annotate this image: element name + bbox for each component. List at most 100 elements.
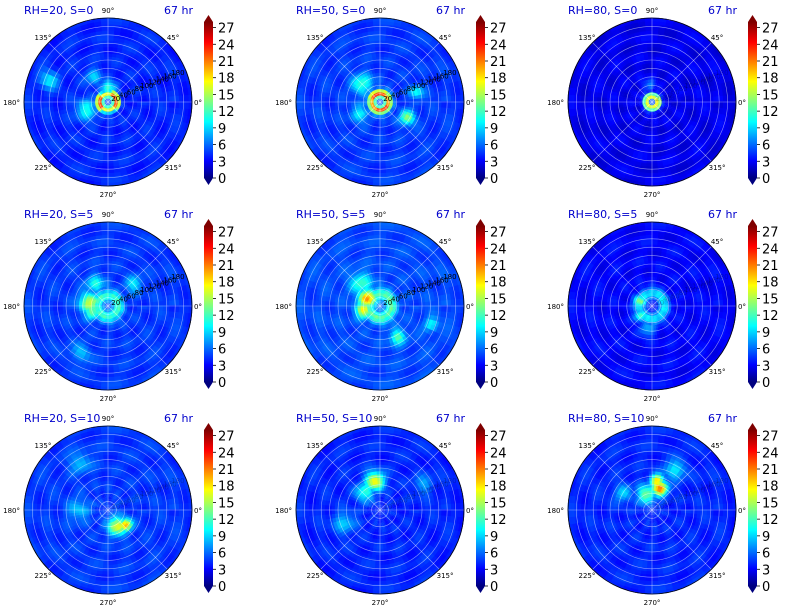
heatmap-cell — [72, 95, 77, 100]
colorbar-tick-label: 24 — [490, 38, 507, 53]
heatmap-cell — [120, 102, 125, 105]
heatmap-cell — [135, 109, 140, 114]
radial-tick-label: 180 — [171, 69, 184, 77]
heatmap-cell — [108, 121, 111, 126]
heatmap-cell — [105, 104, 107, 109]
heatmap-cell — [76, 90, 81, 95]
heatmap-cell — [114, 87, 118, 92]
heatmap-cell — [115, 107, 119, 111]
heatmap-cell — [85, 107, 90, 111]
heatmap-cell — [96, 106, 101, 110]
heatmap-cell — [113, 66, 118, 71]
heatmap-cell — [96, 111, 100, 115]
heatmap-cell — [91, 99, 96, 102]
heatmap-cell — [110, 69, 114, 74]
heatmap-cell — [104, 104, 107, 108]
heatmap-cell — [107, 62, 112, 67]
heatmap-cell — [113, 109, 117, 113]
colorbar-max-extend — [204, 15, 213, 22]
heatmap-cell — [97, 136, 103, 141]
heatmap-cell — [108, 134, 112, 138]
heatmap-cell — [102, 86, 105, 90]
heatmap-cell — [108, 137, 112, 142]
heatmap-cell — [117, 97, 121, 100]
heatmap-cell — [116, 106, 121, 109]
heatmap-cell — [68, 98, 73, 103]
heatmap-cell — [110, 89, 113, 93]
heatmap-cell — [101, 113, 104, 118]
heatmap-cell — [142, 91, 147, 96]
colorbar-tick-label: 21 — [218, 55, 235, 70]
angle-tick-label: 225° — [35, 164, 52, 172]
heatmap-cell — [126, 105, 131, 108]
heatmap-cell — [97, 108, 102, 112]
heatmap-cell — [106, 105, 108, 109]
heatmap-cell — [113, 63, 119, 68]
polar-panel-2: RH=50, S=0 67 hr204060801001201401601800°… — [275, 4, 506, 199]
heatmap-cell — [98, 133, 103, 138]
heatmap-cell — [110, 97, 114, 101]
heatmap-cell — [101, 133, 106, 138]
heatmap-cell — [110, 127, 114, 132]
colorbar-tick-label: 6 — [490, 139, 498, 154]
heatmap-cell — [78, 99, 83, 103]
heatmap-cell — [108, 95, 110, 99]
colorbar-tick-label: 9 — [490, 122, 498, 137]
heatmap-cell — [104, 100, 108, 102]
heatmap-cell — [108, 88, 111, 93]
colorbar-tick-label: 24 — [218, 38, 235, 53]
heatmap-cell — [95, 96, 100, 99]
polar-grid — [295, 17, 465, 187]
angle-tick-label: 315° — [437, 164, 454, 172]
heatmap-cell — [96, 89, 100, 93]
heatmap-cell — [98, 108, 102, 113]
heatmap-cell — [110, 133, 115, 138]
heatmap-cell — [117, 102, 122, 105]
heatmap-cell — [101, 69, 106, 74]
heatmap-cell — [109, 104, 111, 109]
panel-title-right: 67 hr — [436, 4, 465, 17]
heatmap-cell — [109, 111, 112, 116]
heatmap-cell — [101, 110, 104, 115]
heatmap-cell — [78, 96, 83, 101]
heatmap-cell — [101, 102, 105, 104]
heatmap-cell — [102, 98, 106, 101]
heatmap-cell — [114, 136, 119, 141]
heatmap-cell — [78, 104, 83, 108]
heatmap-cell — [110, 59, 116, 64]
heatmap-cell — [103, 111, 106, 115]
colorbar-tick-label: 18 — [218, 72, 235, 87]
heatmap-cell — [115, 93, 119, 97]
heatmap-cell — [114, 108, 118, 113]
heatmap-cell — [116, 95, 121, 98]
heatmap-cell — [112, 110, 115, 115]
heatmap-cell — [114, 119, 118, 124]
heatmap-cell — [102, 72, 106, 77]
heatmap-cell — [102, 130, 106, 135]
heatmap-cell — [132, 106, 138, 110]
heatmap-cell — [106, 95, 108, 99]
heatmap-cell — [105, 78, 108, 83]
heatmap-cell — [98, 119, 102, 124]
heatmap-cell — [108, 105, 110, 109]
heatmap-cell — [120, 97, 125, 100]
heatmap-cell — [84, 102, 89, 105]
heatmap-cell — [120, 98, 125, 101]
angle-tick-label: 0° — [194, 99, 202, 107]
heatmap-cell — [115, 70, 120, 75]
heatmap-cell — [105, 88, 108, 93]
heatmap-cell — [95, 90, 99, 94]
colorbar-tick-label: 12 — [490, 105, 507, 120]
heatmap-cell — [98, 91, 102, 96]
heatmap-cell — [102, 120, 105, 125]
heatmap-cell — [101, 102, 105, 105]
heatmap-cell — [133, 101, 138, 105]
heatmap-cell — [100, 90, 104, 95]
heatmap-cell — [110, 99, 115, 101]
heatmap-cell — [104, 137, 109, 142]
heatmap-cell — [94, 103, 99, 106]
heatmap-cell — [84, 99, 89, 103]
heatmap-cell — [101, 89, 104, 94]
